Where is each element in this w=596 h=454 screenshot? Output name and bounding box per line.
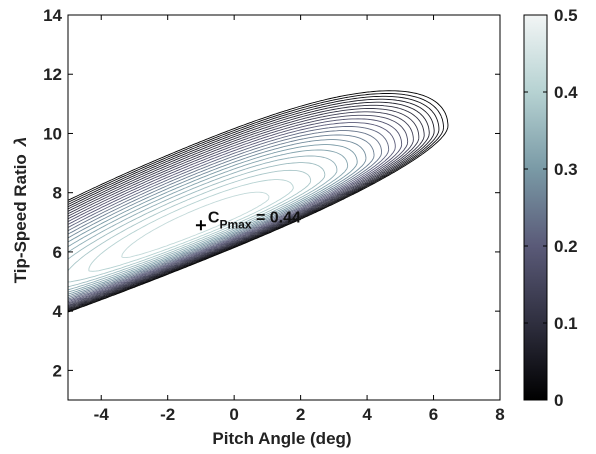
y-tick-label: 10: [43, 124, 62, 143]
cpmax-annotation: CPmax = 0.44: [195, 209, 301, 231]
colorbar: [523, 14, 548, 401]
contour-line-8: [68, 114, 409, 305]
svg-text:Tip-Speed Ratioλ: Tip-Speed Ratioλ: [11, 137, 30, 284]
contour-line-12: [68, 130, 383, 300]
contour-line-19: [68, 169, 312, 283]
contour-line-20: [88, 179, 294, 272]
x-tick-label: 4: [362, 405, 372, 424]
colorbar-tick-label: 0.3: [554, 160, 578, 179]
y-tick-label: 14: [43, 6, 62, 25]
cpmax-label: CPmax = 0.44: [208, 209, 301, 231]
contour-line-4: [68, 101, 430, 309]
x-axis-ticks: -4 -2 0 2 4 6 8: [94, 15, 505, 424]
x-tick-label: -4: [94, 405, 110, 424]
x-tick-label: 8: [495, 405, 504, 424]
contour-line-9: [68, 118, 403, 304]
y-tick-label: 8: [53, 184, 62, 203]
x-tick-label: 6: [429, 405, 438, 424]
plot-frame: [67, 14, 501, 401]
contour-line-15: [68, 144, 358, 295]
contour-line-17: [68, 155, 338, 291]
x-tick-label: 2: [296, 405, 305, 424]
colorbar-tick-label: 0.4: [554, 83, 578, 102]
colorbar-ticks: 0 0.1 0.2 0.3 0.4 0.5: [524, 6, 578, 410]
colorbar-tick-label: 0.1: [554, 314, 578, 333]
y-axis-ticks: 2 4 6 8 10 12 14: [43, 6, 500, 380]
contour-lines: [68, 90, 449, 313]
y-axis-label: Tip-Speed Ratioλ: [11, 137, 30, 284]
colorbar-tick-label: 0: [554, 391, 563, 410]
contour-line-5: [68, 104, 425, 308]
contour-line-11: [68, 126, 390, 301]
contour-line-7: [68, 111, 414, 306]
contour-line-2: [68, 95, 440, 311]
x-axis-label: Pitch Angle (deg): [212, 429, 351, 448]
colorbar-tick-label: 0.2: [554, 237, 578, 256]
contour-line-16: [68, 149, 349, 293]
cpmax-marker: [195, 220, 206, 231]
contour-line-14: [68, 139, 367, 297]
contour-line-6: [68, 108, 420, 307]
contour-line-13: [68, 134, 375, 299]
y-tick-label: 12: [43, 65, 62, 84]
contour-line-18: [68, 162, 326, 288]
y-tick-label: 4: [53, 302, 63, 321]
colorbar-tick-label: 0.5: [554, 6, 578, 25]
y-tick-label: 6: [53, 243, 62, 262]
x-tick-label: -2: [160, 405, 175, 424]
contour-line-1: [68, 93, 444, 312]
y-tick-label: 2: [53, 361, 62, 380]
contour-line-10: [68, 122, 396, 303]
x-tick-label: 0: [229, 405, 238, 424]
contour-line-21: [121, 191, 270, 259]
